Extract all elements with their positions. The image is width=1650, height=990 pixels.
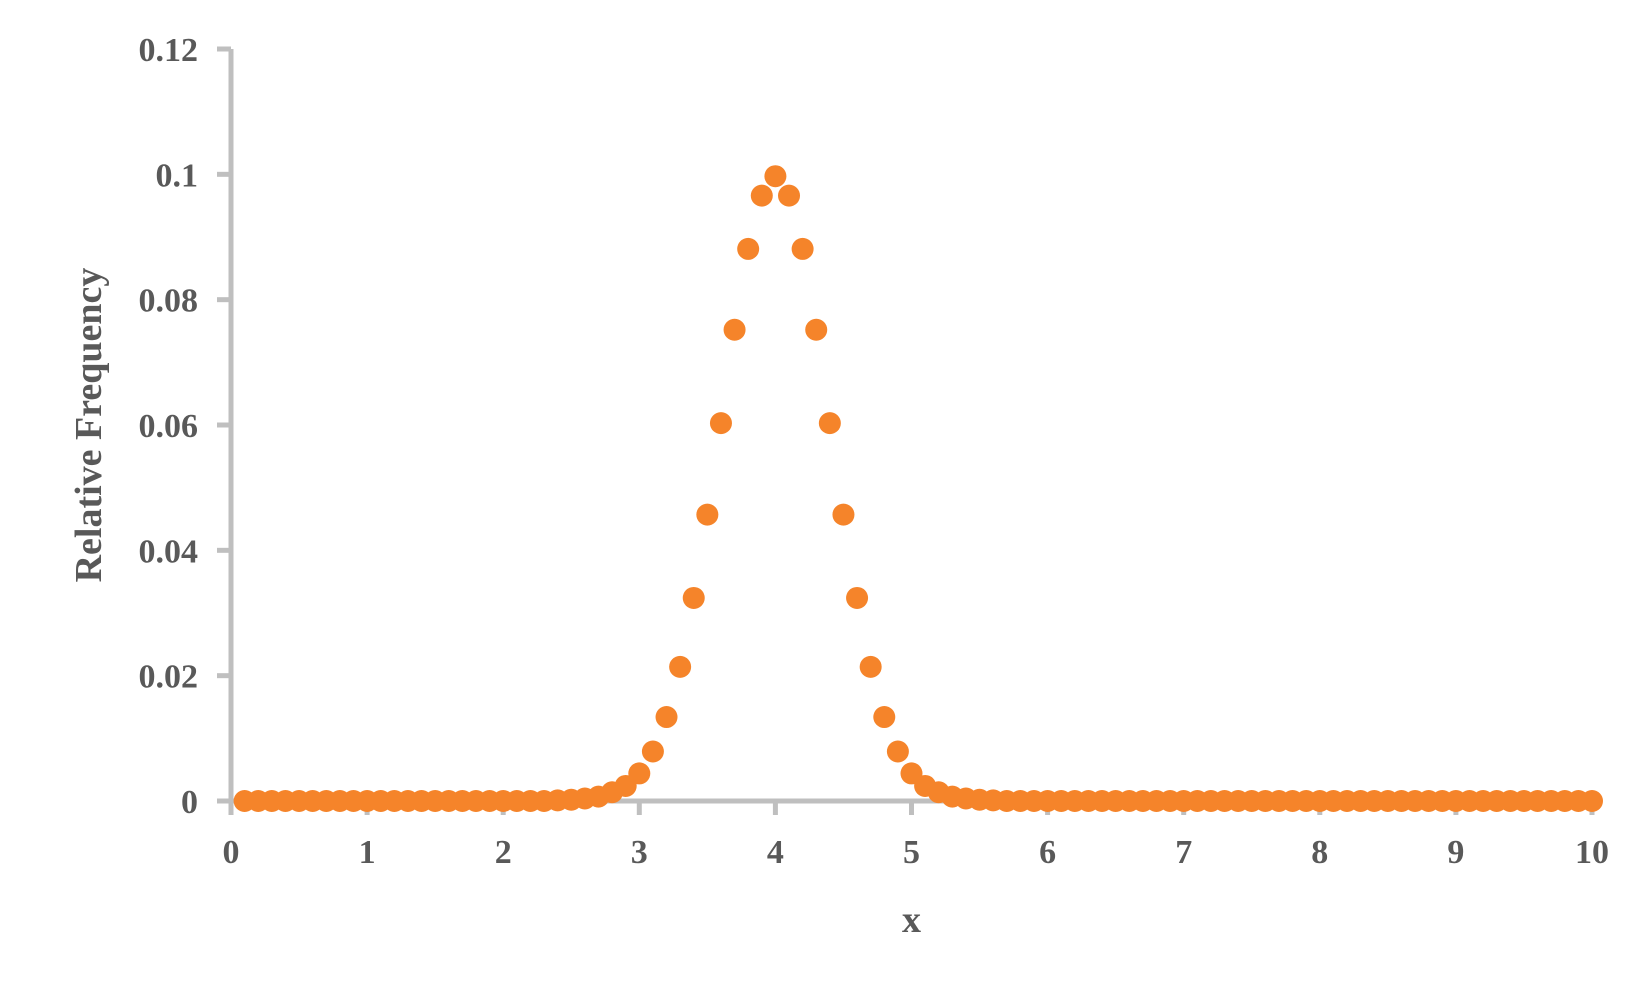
x-tick-label: 3	[631, 834, 648, 871]
x-tick-label: 7	[1175, 834, 1192, 871]
data-point	[1581, 790, 1603, 812]
x-tick-label: 5	[903, 834, 920, 871]
data-point	[669, 655, 692, 678]
x-tick-label: 9	[1447, 834, 1464, 871]
data-point	[723, 318, 746, 341]
data-point	[818, 412, 841, 435]
data-point	[859, 655, 882, 678]
data-points	[233, 165, 1603, 812]
x-tick-label: 1	[359, 834, 376, 871]
axes	[217, 49, 1592, 804]
y-tick-label: 0	[181, 784, 198, 821]
data-point	[655, 706, 678, 729]
data-point	[886, 740, 909, 763]
y-tick-label: 0.04	[139, 533, 199, 570]
data-point	[750, 184, 773, 207]
y-axis-title: Relative Frequency	[68, 268, 110, 583]
x-tick-label: 6	[1039, 834, 1056, 871]
y-axis-tick-labels: 0 0.02 0.04 0.06 0.08 0.1 0.12	[139, 32, 199, 821]
y-tick-label: 0.1	[156, 157, 199, 194]
y-tick-label: 0.06	[139, 408, 199, 445]
x-tick-label: 10	[1575, 834, 1609, 871]
x-axis-tick-labels: 0 1 2 3 4 5 6 7 8 9 10	[223, 834, 1610, 871]
x-tick-label: 0	[223, 834, 240, 871]
x-tick-label: 2	[495, 834, 512, 871]
x-tick-label: 4	[767, 834, 784, 871]
x-axis-title: x	[902, 899, 921, 941]
data-point	[641, 740, 664, 763]
y-tick-label: 0.08	[139, 283, 199, 320]
data-point	[709, 412, 732, 435]
data-point	[778, 184, 801, 207]
y-tick-label: 0.12	[139, 32, 199, 69]
data-point	[737, 237, 760, 260]
data-point	[696, 503, 719, 526]
data-point	[791, 237, 814, 260]
y-axis-ticks	[217, 46, 231, 804]
x-tick-label: 8	[1311, 834, 1328, 871]
data-point	[805, 318, 828, 341]
data-point	[628, 762, 651, 785]
data-point	[846, 586, 869, 609]
y-tick-label: 0.02	[139, 659, 199, 696]
data-point	[832, 503, 855, 526]
data-point	[764, 165, 787, 188]
data-point	[873, 706, 896, 729]
data-point	[682, 586, 705, 609]
